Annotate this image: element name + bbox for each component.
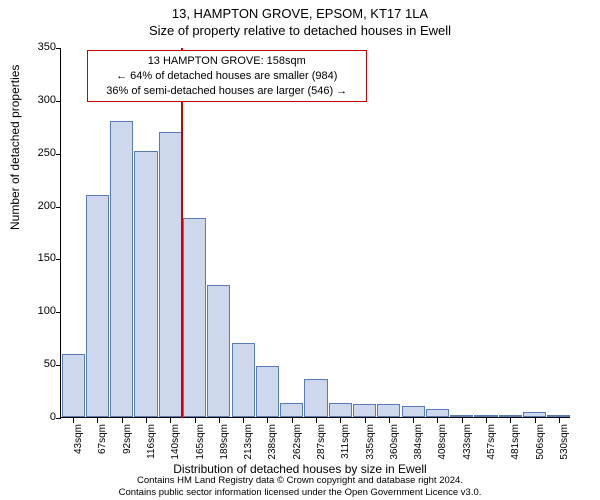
xtick-mark: [243, 418, 244, 423]
annotation-line3: 36% of semi-detached houses are larger (…: [94, 84, 361, 99]
histogram-bar: [62, 354, 85, 417]
xtick-label: 140sqm: [170, 424, 181, 460]
histogram-bar: [304, 379, 327, 417]
ytick-label: 200: [16, 200, 56, 212]
ytick-mark: [56, 101, 61, 102]
xtick-mark: [535, 418, 536, 423]
ytick-mark: [56, 207, 61, 208]
xtick-label: 335sqm: [365, 424, 376, 460]
xtick-mark: [267, 418, 268, 423]
histogram-bar: [134, 151, 157, 417]
histogram-bar: [353, 404, 376, 417]
x-axis-label: Distribution of detached houses by size …: [0, 462, 600, 476]
footer-line1: Contains HM Land Registry data © Crown c…: [0, 475, 600, 486]
ytick-mark: [56, 418, 61, 419]
xtick-label: 384sqm: [413, 424, 424, 460]
xtick-mark: [122, 418, 123, 423]
xtick-mark: [437, 418, 438, 423]
xtick-mark: [510, 418, 511, 423]
histogram-bar: [86, 195, 109, 417]
ytick-mark: [56, 48, 61, 49]
xtick-mark: [219, 418, 220, 423]
histogram-bar: [474, 415, 497, 417]
histogram-bar: [207, 285, 230, 417]
ytick-label: 300: [16, 94, 56, 106]
footer: Contains HM Land Registry data © Crown c…: [0, 475, 600, 498]
xtick-label: 360sqm: [389, 424, 400, 460]
xtick-label: 287sqm: [316, 424, 327, 460]
ytick-mark: [56, 312, 61, 313]
xtick-mark: [195, 418, 196, 423]
xtick-label: 213sqm: [243, 424, 254, 460]
xtick-mark: [292, 418, 293, 423]
ytick-label: 250: [16, 147, 56, 159]
xtick-label: 92sqm: [122, 424, 133, 454]
annotation-line1: 13 HAMPTON GROVE: 158sqm: [94, 54, 361, 69]
xtick-mark: [73, 418, 74, 423]
annotation-box: 13 HAMPTON GROVE: 158sqm← 64% of detache…: [87, 50, 368, 103]
histogram-bar: [402, 406, 425, 417]
xtick-label: 262sqm: [292, 424, 303, 460]
histogram-bar: [183, 218, 206, 417]
histogram-bar: [523, 412, 546, 417]
xtick-label: 457sqm: [486, 424, 497, 460]
xtick-mark: [462, 418, 463, 423]
histogram-bar: [256, 366, 279, 417]
footer-line2: Contains public sector information licen…: [0, 487, 600, 498]
xtick-label: 408sqm: [437, 424, 448, 460]
xtick-label: 481sqm: [510, 424, 521, 460]
ytick-label: 50: [16, 358, 56, 370]
marker-line: [181, 48, 183, 418]
ytick-label: 150: [16, 252, 56, 264]
ytick-label: 0: [16, 411, 56, 423]
xtick-mark: [559, 418, 560, 423]
chart-container: 05010015020025030035043sqm67sqm92sqm116s…: [60, 48, 570, 418]
histogram-bar: [547, 415, 570, 417]
page-title-line1: 13, HAMPTON GROVE, EPSOM, KT17 1LA: [0, 6, 600, 21]
ytick-mark: [56, 154, 61, 155]
ytick-label: 350: [16, 41, 56, 53]
xtick-label: 238sqm: [267, 424, 278, 460]
xtick-label: 67sqm: [97, 424, 108, 454]
xtick-mark: [365, 418, 366, 423]
xtick-mark: [316, 418, 317, 423]
xtick-label: 189sqm: [219, 424, 230, 460]
histogram-bar: [280, 403, 303, 417]
page-title-line2: Size of property relative to detached ho…: [0, 23, 600, 38]
xtick-label: 530sqm: [559, 424, 570, 460]
histogram-bar: [450, 415, 473, 417]
xtick-label: 43sqm: [73, 424, 84, 454]
xtick-label: 433sqm: [462, 424, 473, 460]
xtick-mark: [340, 418, 341, 423]
histogram-bar: [499, 415, 522, 417]
annotation-line2: ← 64% of detached houses are smaller (98…: [94, 69, 361, 84]
xtick-mark: [146, 418, 147, 423]
xtick-label: 116sqm: [146, 424, 157, 459]
xtick-mark: [486, 418, 487, 423]
histogram-bar: [159, 132, 182, 417]
xtick-label: 506sqm: [535, 424, 546, 460]
xtick-mark: [413, 418, 414, 423]
xtick-mark: [389, 418, 390, 423]
xtick-mark: [170, 418, 171, 423]
histogram-bar: [232, 343, 255, 417]
ytick-label: 100: [16, 305, 56, 317]
ytick-mark: [56, 259, 61, 260]
xtick-mark: [97, 418, 98, 423]
histogram-bar: [377, 404, 400, 417]
xtick-label: 165sqm: [195, 424, 206, 460]
plot-area: 05010015020025030035043sqm67sqm92sqm116s…: [60, 48, 570, 418]
histogram-bar: [110, 121, 133, 417]
xtick-label: 311sqm: [340, 424, 351, 459]
ytick-mark: [56, 365, 61, 366]
histogram-bar: [329, 403, 352, 417]
histogram-bar: [426, 409, 449, 417]
